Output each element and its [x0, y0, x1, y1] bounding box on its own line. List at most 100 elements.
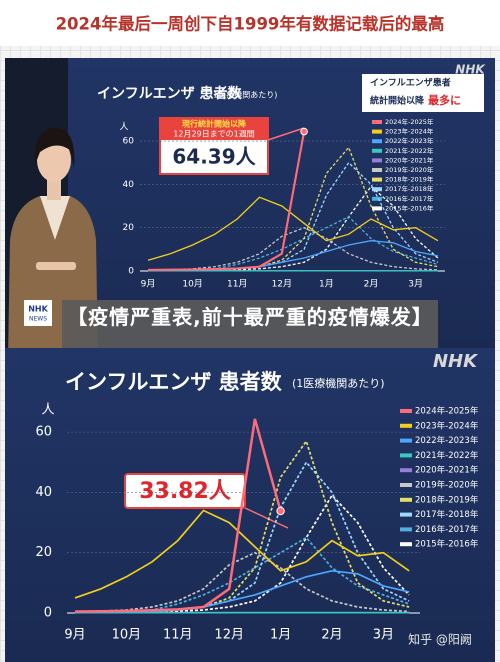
legend-label: 2021年-2022年 [415, 450, 479, 461]
legend-label: 2024年-2025年 [385, 117, 434, 126]
legend-label: 2019年-2020年 [415, 480, 479, 491]
series-end-dot [276, 506, 285, 516]
x-tick-label: 11月 [163, 628, 193, 643]
news-logo-box [24, 300, 52, 326]
caption: 【疫情严重表,前十最严重的疫情爆发】 [67, 305, 433, 329]
legend-label: 2023年-2024年 [385, 127, 434, 136]
legend-label: 2024年-2025年 [415, 406, 479, 417]
side-note-line: インフルエンザ患者 [370, 77, 451, 89]
series-line [74, 509, 410, 599]
legend-swatch [372, 139, 382, 144]
x-tick-label: 3月 [373, 628, 394, 643]
legend-swatch [372, 148, 382, 153]
legend-label: 2019年-2020年 [385, 165, 434, 174]
annotation-header [160, 118, 268, 140]
x-tick-label: 3月 [408, 279, 423, 290]
chart-title: インフルエンザ 患者数 [65, 370, 283, 394]
series-line [147, 196, 439, 261]
chart-title: インフルエンザ 患者数 [97, 85, 242, 102]
chart-subtitle: (1医療機関あたり) [210, 90, 277, 100]
legend-swatch [400, 423, 412, 428]
y-tick-label: 0 [128, 267, 134, 277]
legend-swatch [372, 196, 382, 201]
legend-swatch [372, 177, 382, 182]
legend-label: 2022年-2023年 [385, 136, 434, 145]
side-note-box [362, 74, 484, 112]
legend-swatch [400, 468, 412, 473]
y-tick-label: 40 [123, 180, 135, 190]
y-tick-label: 60 [123, 137, 135, 147]
side-note-line: 最多に [428, 93, 461, 107]
legend-swatch [372, 158, 382, 163]
legend-label: 2021年-2022年 [385, 146, 434, 155]
legend-swatch [400, 453, 412, 458]
x-tick-label: 9月 [64, 628, 85, 643]
annotation-line: 現行統計開始以降 [182, 119, 247, 129]
legend-swatch [400, 497, 412, 502]
legend-swatch [372, 129, 382, 134]
legend-swatch [372, 187, 382, 192]
legend-label: 2023年-2024年 [415, 420, 479, 431]
logo: NHK [433, 351, 479, 372]
y-tick-label: 20 [123, 223, 135, 233]
legend-label: 2015年-2016年 [415, 539, 479, 550]
legend-label: 2018年-2019年 [385, 175, 434, 184]
series-end-dot [300, 127, 308, 136]
y-tick-label: 60 [35, 425, 52, 440]
x-tick-label: 12月 [272, 279, 292, 290]
legend-label: 2016年-2017年 [415, 524, 479, 535]
x-tick-label: 1月 [319, 279, 334, 290]
legend-label: 2020年-2021年 [415, 465, 479, 476]
legend-swatch [372, 206, 382, 211]
legend-swatch [372, 120, 382, 124]
x-tick-label: 2月 [321, 628, 342, 643]
series-line [148, 185, 439, 272]
annotation-arrow [244, 507, 289, 529]
y-tick-label: 20 [35, 545, 52, 560]
x-tick-label: 12月 [214, 628, 244, 643]
y-axis-unit: 人 [119, 122, 128, 133]
y-tick-label: 0 [44, 606, 52, 621]
x-tick-label: 11月 [227, 279, 247, 290]
legend-swatch [372, 168, 382, 172]
header-title: 2024年最后一周创下自1999年有数据记载后的最高 [56, 14, 445, 34]
x-tick-label: 10月 [112, 628, 142, 643]
series-line [74, 551, 410, 613]
panel-2 [5, 348, 495, 662]
news-logo-top: NHK [28, 305, 48, 314]
side-note-line: 統計開始以降 [370, 95, 425, 107]
x-tick-label: 9月 [141, 279, 156, 290]
series-line [148, 161, 439, 272]
watermark: 知乎 @阳阙 [408, 633, 472, 647]
series-line [74, 418, 282, 613]
header-band [0, 0, 500, 46]
chart-subtitle: (1医療機関あたり) [292, 376, 385, 390]
series-line [147, 131, 306, 271]
news-logo-bottom: NEWS [29, 316, 47, 323]
annotation-arrow [267, 127, 305, 141]
y-tick-label: 40 [35, 485, 52, 500]
legend-swatch [400, 512, 412, 517]
annotation-line: 12月29日までの1週間 [173, 130, 254, 139]
legend-swatch [400, 438, 412, 443]
y-axis-unit: 人 [41, 403, 54, 418]
x-tick-label: 10月 [182, 279, 202, 290]
legend-swatch [400, 409, 412, 413]
legend-label: 2017年-2018年 [415, 509, 479, 520]
legend-label: 2022年-2023年 [415, 435, 479, 446]
x-tick-label: 1月 [270, 628, 291, 643]
series-line [147, 226, 438, 271]
legend-label: 2015年-2016年 [385, 203, 434, 212]
legend-swatch [400, 483, 412, 487]
annotation-line: 64.39人 [172, 145, 256, 169]
legend-label: 2017年-2018年 [385, 184, 434, 193]
legend-label: 2020年-2021年 [385, 155, 434, 164]
legend-label: 2016年-2017年 [385, 194, 434, 203]
x-tick-label: 2月 [364, 279, 379, 290]
legend-label: 2018年-2019年 [415, 494, 479, 505]
logo: NHK [455, 63, 486, 77]
annotation-line: 33.82人 [139, 479, 231, 504]
legend-swatch [400, 527, 412, 532]
